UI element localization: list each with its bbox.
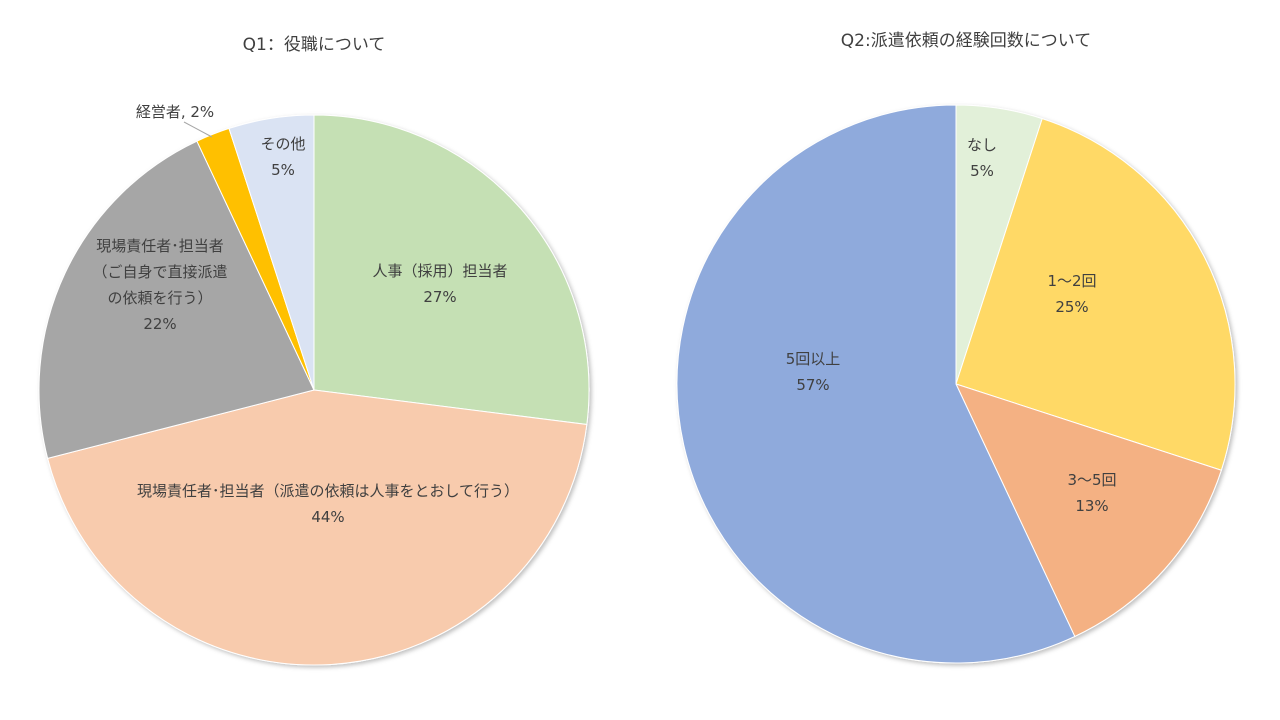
chart-q2-slice-3-5 (955, 383, 1222, 638)
chart-q2-label-5plus: 5回以上 57% (786, 350, 841, 394)
chart-q1-slice-field-direct (38, 140, 315, 459)
chart-q1-title: Q1：役職について (243, 35, 386, 55)
chart-q2-slice-1-2 (955, 118, 1236, 471)
chart-q1-pie (38, 114, 590, 666)
chart-q1-leader-executive (183, 121, 213, 138)
chart-q1-slice-field-via-hr (47, 389, 588, 666)
chart-q2-label-none: なし 5% (967, 136, 997, 180)
chart-q2-label-3-5: 3～5回 13% (1067, 471, 1116, 515)
chart-q1-label-executive: 経営者, 2% (136, 103, 214, 121)
chart-q1-label-field-direct: 現場責任者･担当者（ご自身で直接派遣の依頼を行う） 22% (92, 237, 227, 333)
chart-q2-title: Q2:派遣依頼の経験回数について (841, 31, 1091, 51)
chart-q1-slice-other (228, 114, 315, 391)
chart-q2-slice-5plus (676, 104, 1076, 664)
chart-q2-pie (676, 104, 1236, 664)
chart-q2: Q2:派遣依頼の経験回数について なし 5% 1～2回 25% 3～5回 13% 5回以上 5… (676, 31, 1236, 664)
chart-q2-label-1-2: 1～2回 25% (1047, 272, 1096, 316)
chart-q1-label-hr: 人事（採用）担当者 27% (372, 262, 507, 306)
chart-q2-labels: なし 5% 1～2回 25% 3～5回 13% 5回以上 57% (786, 136, 1117, 515)
chart-q1-label-other: その他 5% (260, 135, 305, 179)
chart-q1: Q1：役職について 人事（採用）担当者 27% 現場責任者･担当者（派遣の依頼は人事… (38, 35, 590, 666)
chart-q1-slice-hr (313, 114, 590, 426)
chart-q1-label-field-via-hr: 現場責任者･担当者（派遣の依頼は人事をとおして行う） 44% (137, 482, 519, 526)
chart-q1-labels: 人事（採用）担当者 27% 現場責任者･担当者（派遣の依頼は人事をとおして行う） 44… (92, 103, 519, 526)
